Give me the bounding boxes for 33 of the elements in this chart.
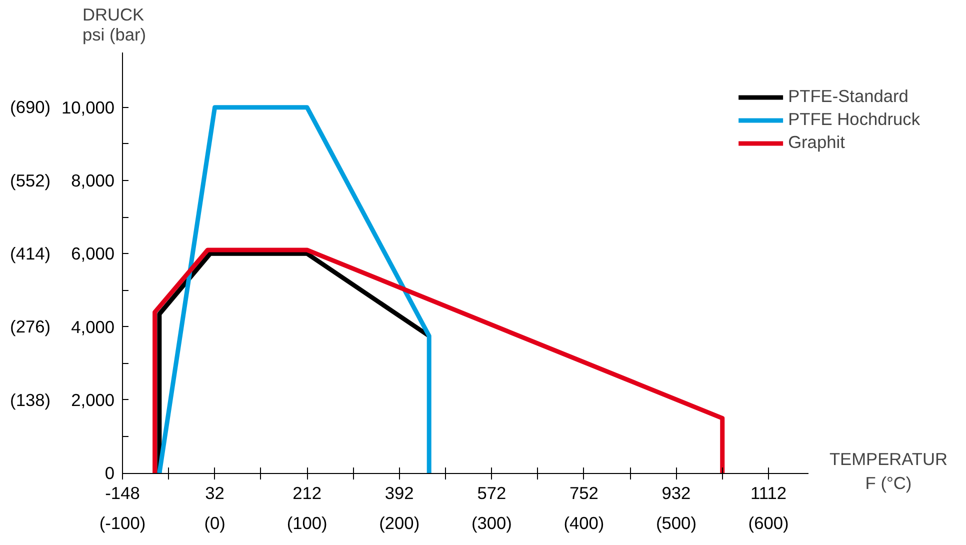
legend-label: PTFE-Standard bbox=[788, 86, 908, 107]
x-tick-label: 212 bbox=[292, 483, 322, 504]
y-tick-label: 10,000 bbox=[62, 97, 114, 118]
x-tick-label: 572 bbox=[477, 483, 506, 504]
x-tick-label: 1112 bbox=[750, 483, 787, 504]
x2-tick-label: (-100) bbox=[99, 513, 146, 534]
x-tick-label: 392 bbox=[384, 483, 414, 504]
x2-tick-label: (300) bbox=[471, 513, 512, 534]
legend-label: PTFE Hochdruck bbox=[788, 109, 920, 130]
x-axis-title: TEMPERATUR F (°C) bbox=[829, 448, 948, 493]
x2-tick-label: (0) bbox=[204, 513, 226, 534]
line-series bbox=[152, 248, 725, 476]
x2-tick-label: (100) bbox=[286, 513, 328, 534]
legend-label: Graphit bbox=[788, 132, 845, 153]
y-tick-label: 4,000 bbox=[71, 316, 115, 337]
x2-tick-label: (200) bbox=[379, 513, 420, 534]
y-axis-title: DRUCK psi (bar) bbox=[82, 4, 146, 44]
x-tick-label: 932 bbox=[662, 483, 691, 504]
x2-tick-label: (600) bbox=[748, 513, 789, 534]
y-tick-label: 2,000 bbox=[71, 390, 115, 410]
x2-tick-label: (400) bbox=[564, 513, 604, 534]
x2-tick-label: (500) bbox=[656, 513, 696, 534]
y2-tick-label: (552) bbox=[10, 170, 50, 190]
y-tick-label: 8,000 bbox=[71, 170, 115, 191]
x-tick-label: -148 bbox=[105, 483, 140, 504]
x-tick-label: 752 bbox=[569, 483, 598, 504]
y2-tick-label: (276) bbox=[10, 316, 50, 337]
y2-tick-label: (414) bbox=[10, 244, 50, 264]
y-tick-label: 0 bbox=[104, 463, 115, 484]
y2-tick-label: (138) bbox=[10, 390, 50, 410]
y-tick-label: 6,000 bbox=[71, 244, 115, 264]
x-tick-label: 32 bbox=[205, 483, 224, 504]
y2-tick-label: (690) bbox=[10, 97, 50, 118]
